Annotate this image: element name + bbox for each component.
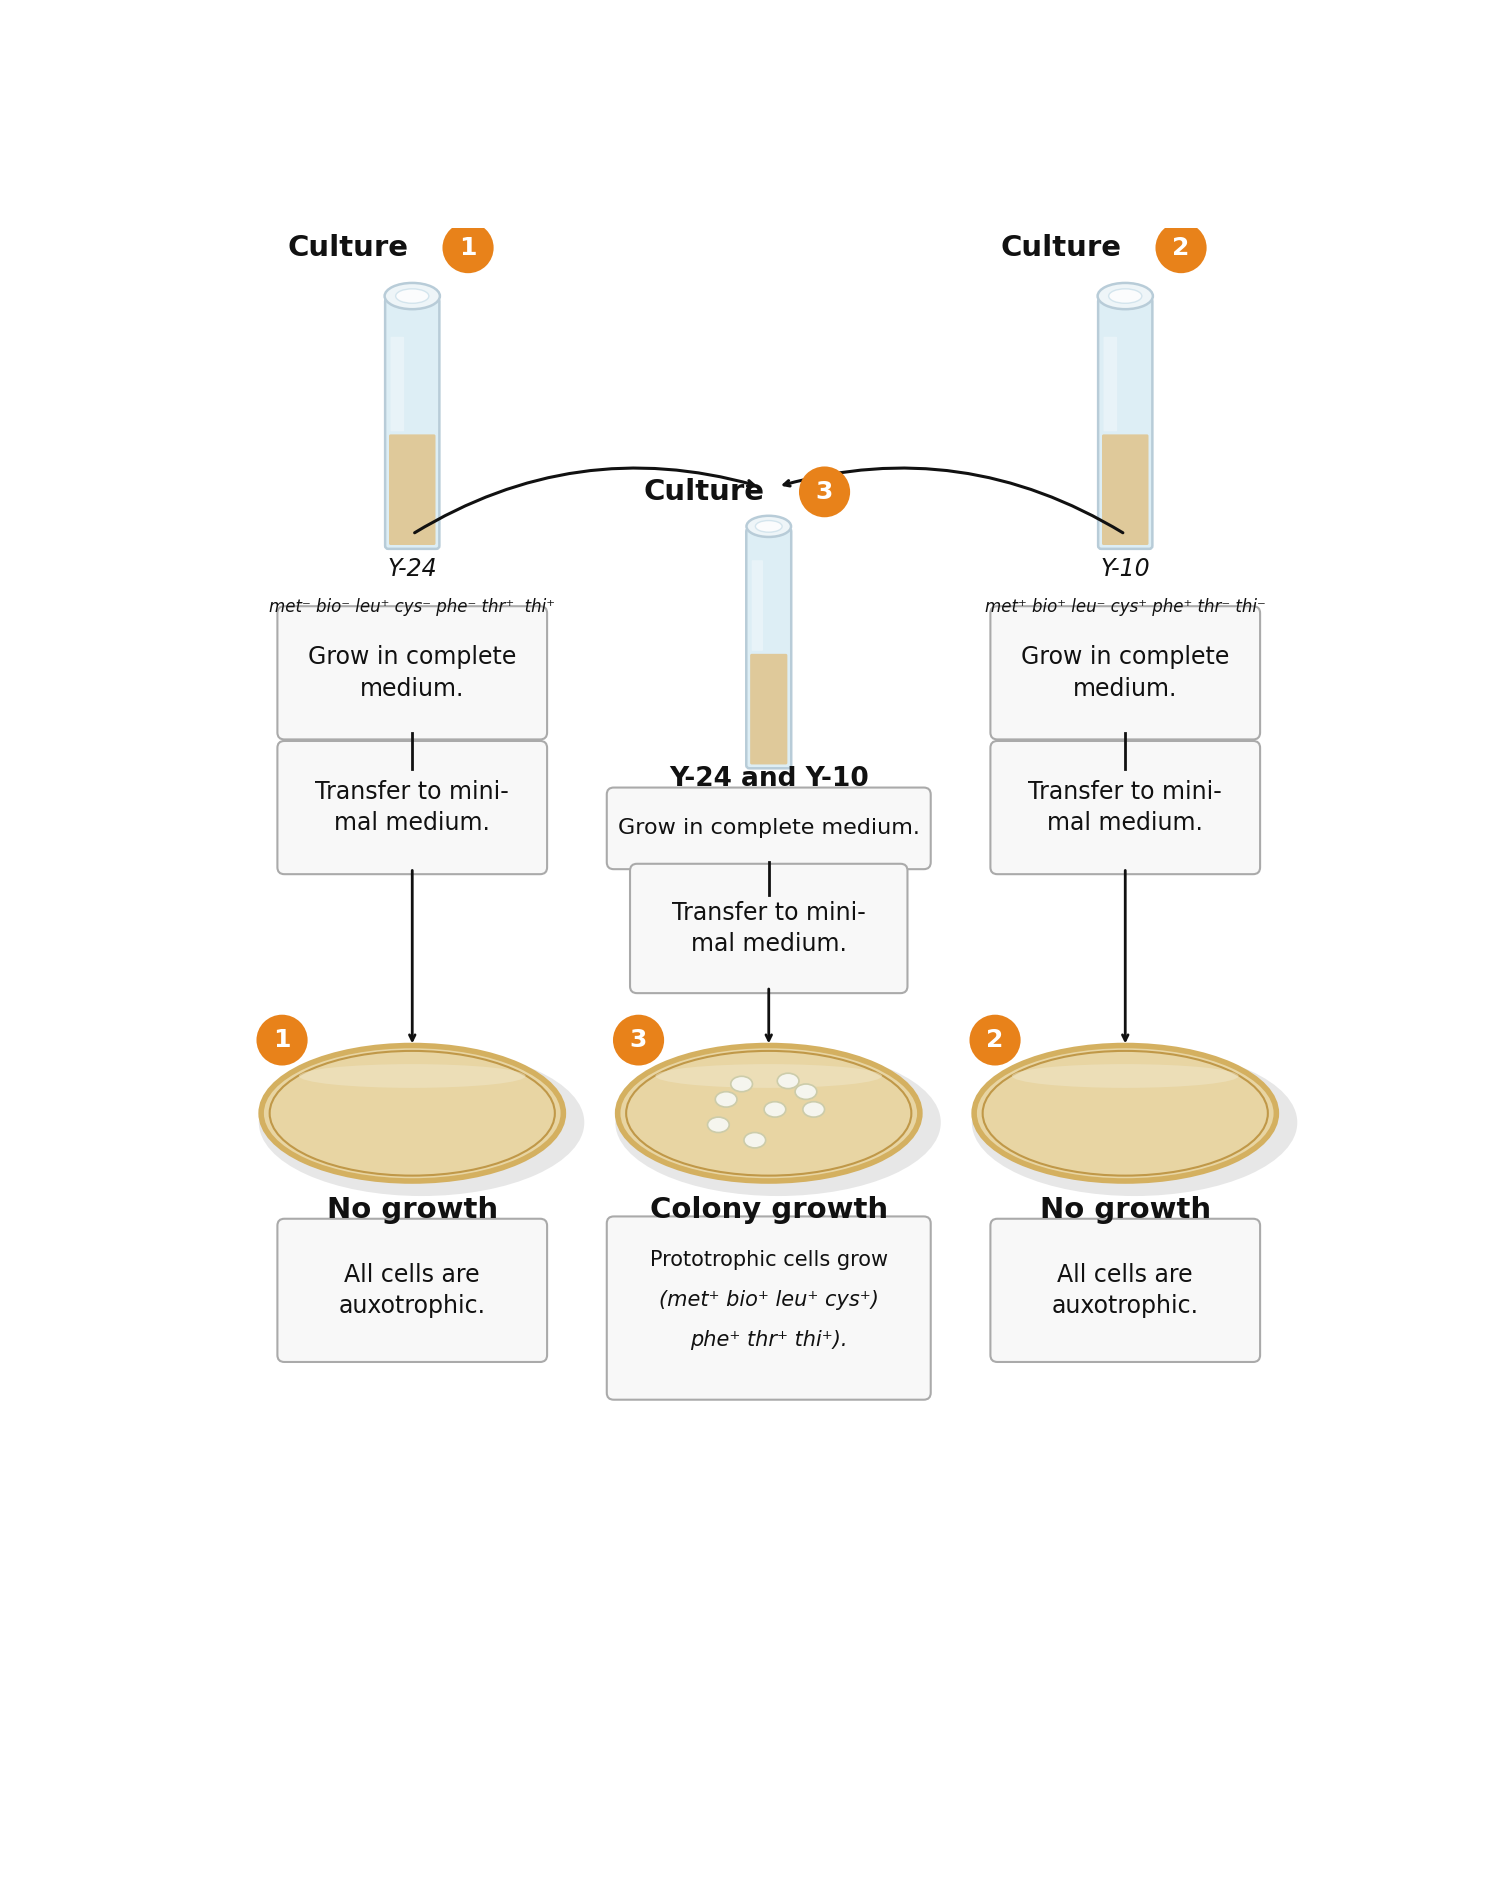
Ellipse shape xyxy=(777,1072,800,1089)
Text: Grow in complete
medium.: Grow in complete medium. xyxy=(1022,645,1230,700)
Text: (met⁺ bio⁺ leu⁺ cys⁺): (met⁺ bio⁺ leu⁺ cys⁺) xyxy=(658,1291,879,1310)
Text: Transfer to mini-
mal medium.: Transfer to mini- mal medium. xyxy=(1029,780,1222,835)
FancyBboxPatch shape xyxy=(386,298,439,549)
Ellipse shape xyxy=(656,1065,882,1088)
Text: All cells are
auxotrophic.: All cells are auxotrophic. xyxy=(339,1262,486,1317)
Text: No growth: No growth xyxy=(1040,1196,1211,1224)
Ellipse shape xyxy=(1108,535,1152,549)
Text: Transfer to mini-
mal medium.: Transfer to mini- mal medium. xyxy=(672,902,865,957)
Ellipse shape xyxy=(615,1050,940,1196)
Circle shape xyxy=(614,1015,664,1065)
FancyBboxPatch shape xyxy=(747,528,790,769)
FancyBboxPatch shape xyxy=(990,740,1260,875)
Text: Culture: Culture xyxy=(644,478,765,507)
FancyBboxPatch shape xyxy=(278,740,548,875)
Text: Colony growth: Colony growth xyxy=(650,1196,888,1224)
Ellipse shape xyxy=(974,1046,1276,1181)
FancyBboxPatch shape xyxy=(990,605,1260,740)
Ellipse shape xyxy=(802,1101,825,1118)
Text: 1: 1 xyxy=(459,235,477,260)
Ellipse shape xyxy=(744,1133,765,1148)
FancyBboxPatch shape xyxy=(608,788,930,869)
Text: Grow in complete
medium.: Grow in complete medium. xyxy=(308,645,516,700)
Ellipse shape xyxy=(384,283,439,309)
Circle shape xyxy=(1155,222,1206,273)
Text: met⁺ bio⁺ leu⁻ cys⁺ phe⁺ thr⁻ thi⁻: met⁺ bio⁺ leu⁻ cys⁺ phe⁺ thr⁻ thi⁻ xyxy=(986,598,1266,617)
Text: met⁻ bio⁻ leu⁺ cys⁻ phe⁻ thr⁺  thi⁺: met⁻ bio⁻ leu⁺ cys⁻ phe⁻ thr⁺ thi⁺ xyxy=(270,598,555,617)
Text: Culture: Culture xyxy=(288,233,408,262)
FancyBboxPatch shape xyxy=(1104,336,1118,431)
FancyBboxPatch shape xyxy=(388,435,435,545)
Ellipse shape xyxy=(1108,288,1142,304)
Ellipse shape xyxy=(261,1046,564,1181)
Text: phe⁺ thr⁺ thi⁺).: phe⁺ thr⁺ thi⁺). xyxy=(690,1330,847,1349)
Ellipse shape xyxy=(708,1118,729,1133)
Ellipse shape xyxy=(972,1050,1298,1196)
FancyBboxPatch shape xyxy=(390,336,404,431)
Text: Culture: Culture xyxy=(1000,233,1122,262)
Text: All cells are
auxotrophic.: All cells are auxotrophic. xyxy=(1052,1262,1199,1317)
Ellipse shape xyxy=(730,1076,753,1091)
Ellipse shape xyxy=(756,755,790,767)
Text: Y-10: Y-10 xyxy=(1101,556,1150,581)
Text: 2: 2 xyxy=(1173,235,1190,260)
Ellipse shape xyxy=(1013,1065,1239,1088)
Ellipse shape xyxy=(764,1101,786,1118)
FancyBboxPatch shape xyxy=(630,864,908,993)
Text: 2: 2 xyxy=(987,1029,1004,1051)
Text: 1: 1 xyxy=(273,1029,291,1051)
Text: 3: 3 xyxy=(816,480,833,503)
FancyBboxPatch shape xyxy=(1102,435,1149,545)
Ellipse shape xyxy=(260,1050,585,1196)
FancyBboxPatch shape xyxy=(1098,298,1152,549)
FancyBboxPatch shape xyxy=(750,653,788,765)
Text: Y-24 and Y-10: Y-24 and Y-10 xyxy=(669,767,868,791)
Circle shape xyxy=(256,1015,307,1065)
Circle shape xyxy=(800,467,850,518)
FancyBboxPatch shape xyxy=(752,560,764,651)
Ellipse shape xyxy=(298,1065,525,1088)
Circle shape xyxy=(969,1015,1020,1065)
Circle shape xyxy=(442,222,494,273)
Ellipse shape xyxy=(756,520,782,531)
Ellipse shape xyxy=(795,1084,818,1099)
Ellipse shape xyxy=(396,288,429,304)
FancyBboxPatch shape xyxy=(278,605,548,740)
Ellipse shape xyxy=(618,1046,920,1181)
Text: 3: 3 xyxy=(630,1029,646,1051)
Text: No growth: No growth xyxy=(327,1196,498,1224)
FancyBboxPatch shape xyxy=(990,1219,1260,1363)
FancyBboxPatch shape xyxy=(278,1219,548,1363)
Ellipse shape xyxy=(716,1091,736,1107)
Text: Transfer to mini-
mal medium.: Transfer to mini- mal medium. xyxy=(315,780,509,835)
Ellipse shape xyxy=(1098,283,1154,309)
Ellipse shape xyxy=(747,516,790,537)
FancyBboxPatch shape xyxy=(608,1217,930,1399)
Text: Prototrophic cells grow: Prototrophic cells grow xyxy=(650,1251,888,1270)
Ellipse shape xyxy=(396,535,438,549)
Text: Y-24: Y-24 xyxy=(387,556,436,581)
Text: Grow in complete medium.: Grow in complete medium. xyxy=(618,818,920,839)
